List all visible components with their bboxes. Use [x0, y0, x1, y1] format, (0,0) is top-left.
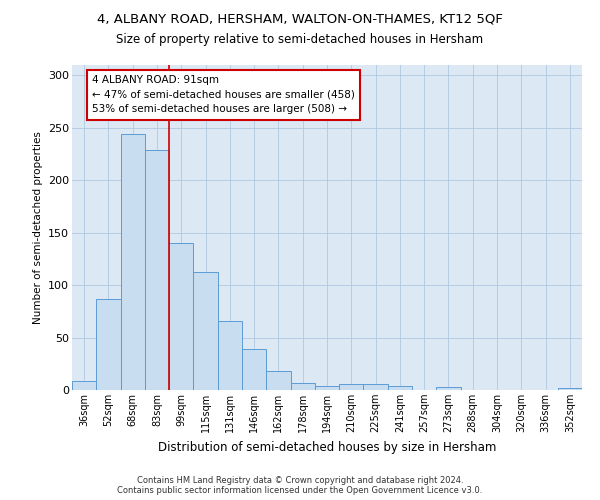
Bar: [193, 272, 218, 390]
Bar: [169, 243, 193, 390]
Text: 4, ALBANY ROAD, HERSHAM, WALTON-ON-THAMES, KT12 5QF: 4, ALBANY ROAD, HERSHAM, WALTON-ON-THAME…: [97, 12, 503, 26]
Bar: [72, 380, 96, 390]
Bar: [388, 386, 412, 390]
Bar: [364, 384, 388, 390]
Y-axis label: Number of semi-detached properties: Number of semi-detached properties: [32, 131, 43, 324]
Bar: [436, 387, 461, 390]
Text: Size of property relative to semi-detached houses in Hersham: Size of property relative to semi-detach…: [116, 32, 484, 46]
Bar: [558, 388, 582, 390]
Bar: [96, 299, 121, 390]
Bar: [339, 384, 364, 390]
X-axis label: Distribution of semi-detached houses by size in Hersham: Distribution of semi-detached houses by …: [158, 440, 496, 454]
Bar: [266, 371, 290, 390]
Text: 4 ALBANY ROAD: 91sqm
← 47% of semi-detached houses are smaller (458)
53% of semi: 4 ALBANY ROAD: 91sqm ← 47% of semi-detac…: [92, 74, 355, 114]
Bar: [315, 386, 339, 390]
Bar: [145, 150, 169, 390]
Bar: [218, 321, 242, 390]
Text: Contains HM Land Registry data © Crown copyright and database right 2024.
Contai: Contains HM Land Registry data © Crown c…: [118, 476, 482, 495]
Bar: [290, 382, 315, 390]
Bar: [121, 134, 145, 390]
Bar: [242, 349, 266, 390]
